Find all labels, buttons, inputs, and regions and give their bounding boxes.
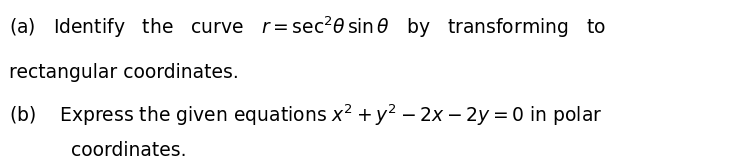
Text: (b)    Express the given equations $x^2 + y^2 - 2x - 2y = 0$ in polar: (b) Express the given equations $x^2 + y… [9,102,603,128]
Text: (a)   Identify   the   curve   $r = \sec^2\!\theta\,\sin\theta$   by   transform: (a) Identify the curve $r = \sec^2\!\the… [9,15,606,40]
Text: rectangular coordinates.: rectangular coordinates. [9,63,239,82]
Text: coordinates.: coordinates. [71,141,186,156]
